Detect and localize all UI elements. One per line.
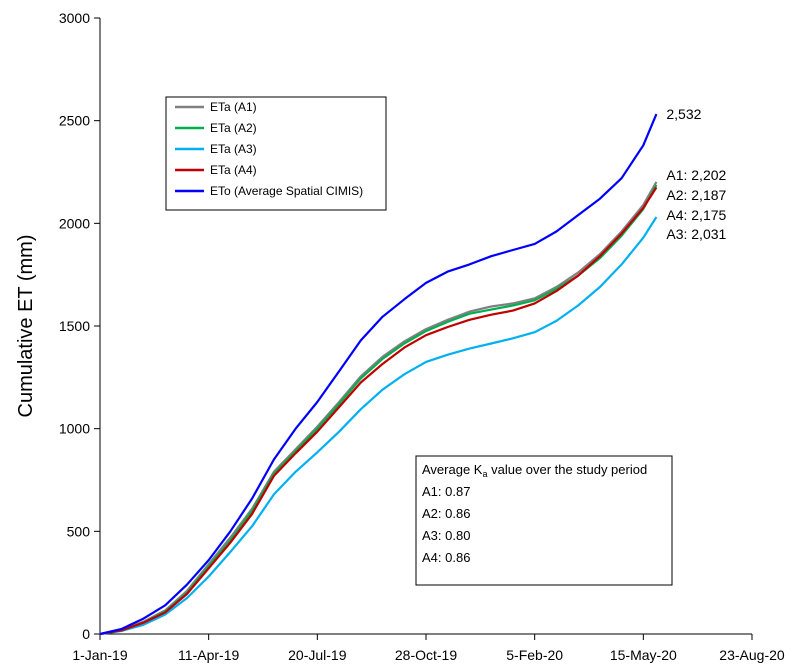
series-line-eto-average-spatial-cimis-	[99, 113, 658, 636]
annotation-title: Average Ka value over the study period	[422, 462, 647, 479]
y-tick-label: 3000	[59, 10, 90, 26]
legend-label: ETa (A2)	[210, 121, 257, 135]
end-label: A4: 2,175	[666, 207, 726, 223]
end-labels: 2,532 A1: 2,202 A2: 2,187 A4: 2,175 A3: 2,03…	[666, 106, 726, 242]
y-tick-label: 0	[82, 626, 90, 642]
y-axis-title: Cumulative ET (mm)	[15, 235, 37, 418]
annotation-line: A2: 0.86	[422, 506, 470, 521]
chart-series	[99, 113, 658, 636]
y-tick-label: 1500	[59, 318, 90, 334]
series-line-eta-a1-	[99, 181, 658, 636]
x-tick-label: 28-Oct-19	[395, 647, 457, 663]
ka-annotation-box: Average Ka value over the study period A1…	[415, 455, 673, 586]
x-tick-label: 5-Feb-20	[506, 647, 563, 663]
x-tick-label: 23-Aug-20	[719, 647, 785, 663]
x-tick-label: 20-Jul-19	[288, 647, 347, 663]
end-label: 2,532	[666, 106, 701, 122]
annotation-box	[415, 455, 673, 586]
x-tick-label: 15-May-20	[610, 647, 677, 663]
x-tick-label: 11-Apr-19	[178, 647, 239, 663]
annotation-line: A3: 0.80	[422, 528, 470, 543]
y-tick-label: 1000	[59, 421, 90, 437]
legend-label: ETo (Average Spatial CIMIS)	[210, 184, 363, 198]
chart-axes: 0 500 1000 1500 2000 2500 3000 1-Jan-19 11-Apr-1…	[59, 10, 785, 663]
y-tick-label: 2500	[59, 113, 90, 129]
series-line-eta-a3-	[99, 216, 658, 636]
legend-label: ETa (A3)	[210, 142, 257, 156]
legend-label: ETa (A4)	[210, 163, 257, 177]
annotation-line: A1: 0.87	[422, 484, 470, 499]
annotation-line: A4: 0.86	[422, 550, 470, 565]
y-tick-label: 500	[67, 523, 91, 539]
legend-label: ETa (A1)	[210, 100, 257, 114]
end-label: A3: 2,031	[666, 226, 726, 242]
legend: ETa (A1) ETa (A2) ETa (A3) ETa (A4) ETo (Ave…	[165, 96, 387, 211]
x-tick-label: 1-Jan-19	[72, 647, 127, 663]
series-line-eta-a4-	[99, 186, 658, 636]
y-tick-label: 2000	[59, 215, 90, 231]
end-label: A1: 2,202	[666, 167, 726, 183]
end-label: A2: 2,187	[666, 187, 726, 203]
